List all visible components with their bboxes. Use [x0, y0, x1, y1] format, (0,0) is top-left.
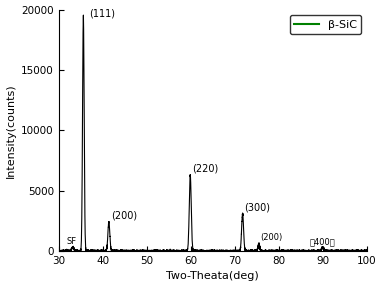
X-axis label: Two-Theata(deg): Two-Theata(deg) — [166, 272, 259, 282]
Legend: β-SiC: β-SiC — [290, 15, 361, 34]
Text: (200): (200) — [260, 233, 282, 242]
Text: （400）: （400） — [310, 237, 335, 246]
Y-axis label: Intensity(counts): Intensity(counts) — [6, 83, 16, 178]
Text: (300): (300) — [244, 202, 270, 212]
Text: (200): (200) — [111, 211, 137, 221]
Text: (220): (220) — [192, 163, 218, 173]
Text: SF: SF — [67, 237, 77, 246]
Text: (111): (111) — [89, 8, 115, 18]
